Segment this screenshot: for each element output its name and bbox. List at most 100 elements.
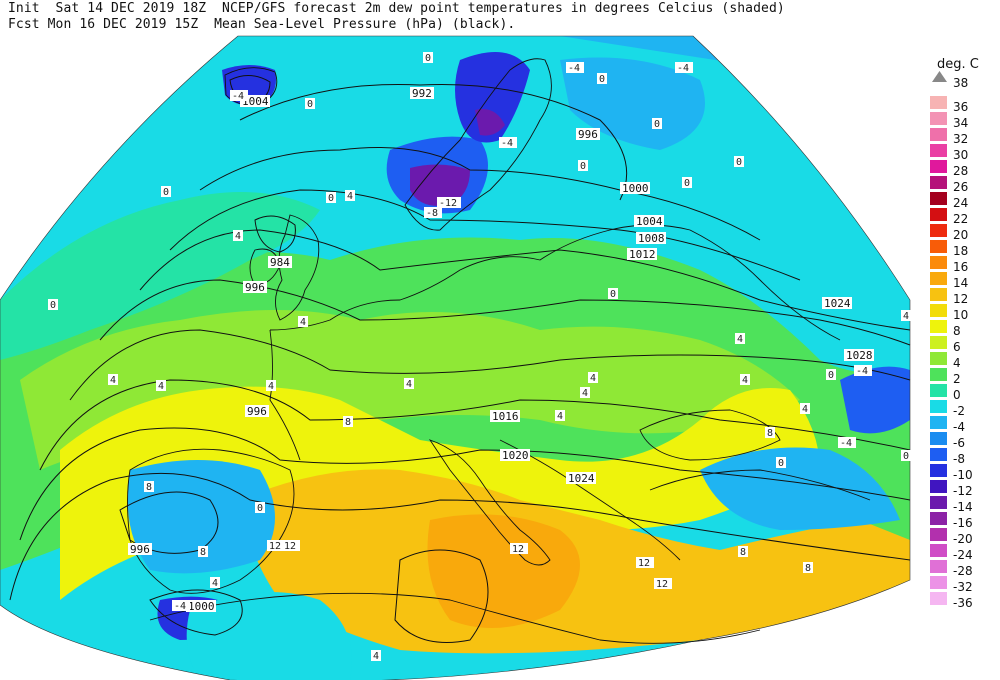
svg-text:4: 4 — [406, 379, 412, 390]
legend-label: -16 — [953, 516, 973, 530]
temp-label: 4 — [588, 372, 598, 384]
legend-label: -36 — [953, 596, 973, 610]
temp-label: -4 — [566, 62, 584, 74]
header-line-1: Init Sat 14 DEC 2019 18Z NCEP/GFS foreca… — [8, 1, 785, 16]
legend-label: 14 — [953, 276, 969, 290]
temp-label: 0 — [682, 177, 692, 189]
legend-swatch — [930, 144, 947, 157]
temp-label: 4 — [266, 380, 276, 392]
legend-item: 2 — [930, 366, 996, 386]
temp-label: 0 — [48, 299, 58, 311]
legend-item: 26 — [930, 174, 996, 194]
legend-label: -10 — [953, 468, 973, 482]
legend-item: -6 — [930, 430, 996, 450]
temp-label: -4 — [499, 137, 517, 149]
svg-text:-4: -4 — [174, 601, 186, 612]
temp-label: 8 — [738, 546, 748, 558]
svg-text:0: 0 — [425, 53, 431, 64]
legend-swatch — [930, 448, 947, 461]
svg-text:12: 12 — [638, 558, 650, 569]
legend-swatch — [930, 160, 947, 173]
temp-label: 4 — [800, 403, 810, 415]
isobar-label-1004: 1004 — [634, 215, 664, 228]
svg-text:8: 8 — [345, 417, 351, 428]
svg-text:-4: -4 — [677, 63, 689, 74]
isobar-label-1020: 1020 — [500, 449, 530, 462]
temp-label: 4 — [156, 380, 166, 392]
temp-label: 0 — [305, 98, 315, 110]
isobar-label-996-sw-text: 996 — [130, 543, 150, 556]
dewpoint-map: 1004 992 996 1000 1004 1008 1012 984 996… — [0, 35, 911, 680]
legend-label: 24 — [953, 196, 969, 210]
svg-text:0: 0 — [257, 503, 263, 514]
isobar-label-1028-text: 1028 — [846, 349, 873, 362]
svg-text:4: 4 — [802, 404, 808, 415]
legend-swatch — [930, 544, 947, 557]
legend-swatch — [930, 112, 947, 125]
isobar-label-1024-s: 1024 — [566, 472, 596, 485]
legend-item: -2 — [930, 398, 996, 418]
legend-label: -8 — [953, 452, 965, 466]
isobar-9 — [9, 472, 911, 601]
svg-text:4: 4 — [557, 411, 563, 422]
isobar-4 — [139, 229, 911, 331]
svg-text:0: 0 — [307, 99, 313, 110]
legend-label: 28 — [953, 164, 969, 178]
svg-text:0: 0 — [610, 289, 616, 300]
svg-text:4: 4 — [158, 381, 164, 392]
legend-swatch — [930, 128, 947, 141]
temp-label: -4 — [230, 90, 248, 102]
svg-text:8: 8 — [200, 547, 206, 558]
legend-label: 18 — [953, 244, 969, 258]
shade-norway-core — [475, 109, 505, 136]
isobar-label-1012: 1012 — [627, 248, 657, 261]
isobar-6 — [69, 329, 911, 401]
legend-swatch — [930, 224, 947, 237]
svg-text:4: 4 — [212, 578, 218, 589]
svg-text:4: 4 — [373, 651, 379, 662]
temp-label: 8 — [198, 546, 208, 558]
legend-swatch — [930, 192, 947, 205]
shade-scand-core — [410, 164, 470, 206]
isobar-label-996-w-text: 996 — [245, 281, 265, 294]
isobar-label-1020-text: 1020 — [502, 449, 529, 462]
legend-item: 34 — [930, 110, 996, 130]
svg-text:-4: -4 — [568, 63, 580, 74]
isobar-label-1024-s-text: 1024 — [568, 472, 595, 485]
svg-text:8: 8 — [805, 563, 811, 574]
legend-swatch — [930, 240, 947, 253]
isobar-label-1012-text: 1012 — [629, 248, 656, 261]
isobar-label-1004-text: 1004 — [636, 215, 663, 228]
temp-label: 4 — [580, 387, 590, 399]
coast-balkans — [499, 439, 681, 561]
svg-text:0: 0 — [903, 451, 909, 462]
legend-swatch — [930, 352, 947, 365]
coastlines — [127, 58, 871, 644]
legend-item: 22 — [930, 206, 996, 226]
legend-label: 26 — [953, 180, 969, 194]
legend-label: -2 — [953, 404, 965, 418]
legend-item: 16 — [930, 254, 996, 274]
legend-item: -4 — [930, 414, 996, 434]
temp-label: 4 — [735, 333, 745, 345]
svg-text:0: 0 — [328, 193, 334, 204]
legend-swatch — [930, 384, 947, 397]
isobar-label-992-text: 992 — [412, 87, 432, 100]
shade-turkey — [700, 447, 900, 530]
legend-item: -32 — [930, 574, 996, 594]
isobar-label-1024-e: 1024 — [822, 297, 852, 310]
temp-label: 4 — [233, 230, 243, 242]
svg-text:0: 0 — [580, 161, 586, 172]
shade-russia — [560, 57, 705, 150]
svg-text:-12: -12 — [439, 198, 457, 209]
temp-label: 0 — [608, 288, 618, 300]
svg-text:-4: -4 — [840, 438, 852, 449]
coast-france — [269, 329, 301, 461]
isobar-labels: 1004 992 996 1000 1004 1008 1012 984 996… — [128, 87, 874, 613]
legend-swatch — [930, 560, 947, 573]
legend-swatch — [930, 400, 947, 413]
legend-top-value: 38 — [953, 76, 969, 90]
coast-ireland — [249, 248, 281, 286]
svg-text:-4: -4 — [501, 138, 513, 149]
isobar-8 — [19, 427, 911, 541]
